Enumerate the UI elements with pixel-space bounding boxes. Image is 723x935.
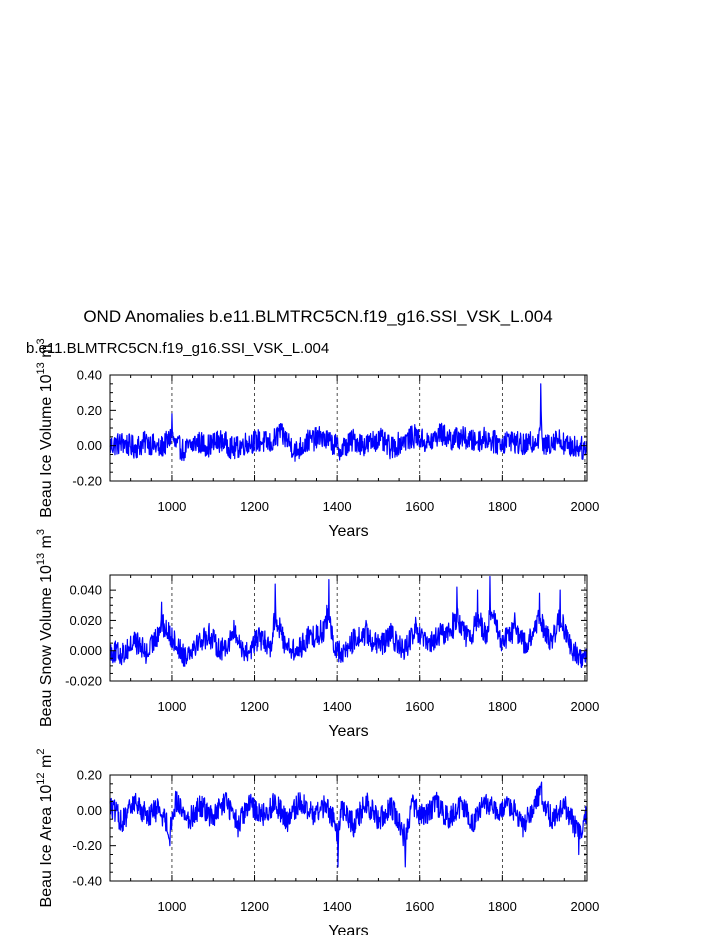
data-series-line	[109, 575, 588, 668]
y-tick-label: 0.000	[69, 643, 102, 658]
y-tick-label: -0.40	[72, 874, 102, 889]
x-tick-label: 1000	[157, 499, 186, 514]
y-tick-label: -0.20	[72, 474, 102, 489]
y-tick-label: 0.00	[77, 803, 102, 818]
x-tick-label: 1600	[405, 499, 434, 514]
x-tick-label: 1000	[157, 699, 186, 714]
y-tick-label: 0.020	[69, 613, 102, 628]
data-series-line	[109, 383, 588, 462]
chart-panel-1: -0.20 0.00 0.20 0.40 1000 1200 1400 1600 1800 200…	[35, 338, 599, 540]
x-axis-label: Years	[328, 523, 368, 540]
figure-title: OND Anomalies b.e11.BLMTRC5CN.f19_g16.SS…	[83, 307, 552, 326]
x-axis-label: Years	[328, 923, 368, 935]
y-tick-label: 0.20	[77, 403, 102, 418]
y-axis-label: Beau Snow Volume 1013 m3	[35, 529, 55, 727]
data-series-line	[109, 781, 588, 868]
x-tick-label: 1400	[323, 699, 352, 714]
x-tick-label: 1000	[157, 899, 186, 914]
x-tick-label: 1200	[240, 899, 269, 914]
y-tick-label: 0.00	[77, 438, 102, 453]
x-tick-label: 1400	[323, 499, 352, 514]
x-tick-label: 2000	[570, 699, 599, 714]
chart-panel-2: -0.020 0.000 0.020 0.040 1000 1200 1400 1600 180…	[35, 529, 599, 740]
y-tick-label: -0.020	[65, 674, 102, 689]
x-tick-label: 1400	[323, 899, 352, 914]
y-tick-label: 0.40	[77, 368, 102, 383]
y-tick-label: -0.20	[72, 838, 102, 853]
y-axis-label: Beau Ice Volume 1013 m3	[35, 338, 55, 517]
chart-panel-3: -0.40 -0.20 0.00 0.20 1000 1200 1400 1600 1800 20…	[35, 749, 599, 935]
x-tick-label: 1200	[240, 499, 269, 514]
x-tick-label: 2000	[570, 499, 599, 514]
plot-frame	[109, 374, 588, 482]
x-axis-label: Years	[328, 723, 368, 740]
x-tick-label: 1800	[488, 499, 517, 514]
x-tick-label: 1600	[405, 899, 434, 914]
figure-subtitle: b.e11.BLMTRC5CN.f19_g16.SSI_VSK_L.004	[26, 340, 329, 357]
y-tick-label: 0.20	[77, 768, 102, 783]
x-tick-label: 2000	[570, 899, 599, 914]
y-tick-label: 0.040	[69, 583, 102, 598]
x-tick-label: 1800	[488, 699, 517, 714]
x-tick-label: 1600	[405, 699, 434, 714]
x-tick-label: 1200	[240, 699, 269, 714]
y-axis-label: Beau Ice Area 1012 m2	[35, 749, 55, 908]
panels: -0.20 0.00 0.20 0.40 1000 1200 1400 1600 1800 200…	[35, 338, 599, 935]
x-tick-label: 1800	[488, 899, 517, 914]
